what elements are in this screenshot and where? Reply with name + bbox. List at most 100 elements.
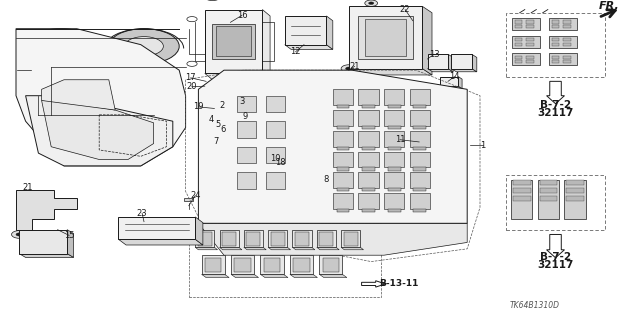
Bar — [361, 131, 368, 135]
Bar — [361, 111, 368, 114]
Polygon shape — [19, 230, 67, 254]
Bar — [371, 111, 378, 114]
Polygon shape — [349, 69, 432, 75]
Polygon shape — [237, 96, 256, 112]
FancyArrow shape — [547, 81, 564, 104]
Polygon shape — [451, 54, 472, 69]
Bar — [387, 131, 394, 135]
Text: 23: 23 — [137, 209, 147, 218]
Polygon shape — [290, 274, 317, 278]
Bar — [182, 217, 194, 219]
Polygon shape — [337, 105, 349, 108]
Text: 4: 4 — [209, 115, 214, 124]
Polygon shape — [266, 121, 285, 138]
Bar — [526, 25, 534, 28]
Bar — [566, 180, 584, 185]
Text: 13: 13 — [429, 50, 439, 59]
Bar — [515, 38, 522, 41]
Bar — [271, 150, 278, 153]
Bar — [463, 55, 469, 58]
Polygon shape — [234, 258, 251, 272]
Polygon shape — [413, 167, 426, 171]
Bar — [549, 36, 577, 48]
Polygon shape — [317, 230, 336, 247]
Polygon shape — [231, 255, 254, 274]
Bar — [526, 60, 534, 63]
Bar — [184, 198, 193, 201]
Bar — [345, 111, 352, 114]
Bar — [371, 152, 378, 155]
Text: 17: 17 — [186, 73, 196, 82]
Polygon shape — [362, 188, 375, 191]
Bar — [24, 235, 35, 241]
Polygon shape — [317, 247, 339, 250]
Polygon shape — [16, 29, 186, 166]
Polygon shape — [333, 131, 353, 147]
Polygon shape — [362, 167, 375, 171]
Polygon shape — [362, 126, 375, 129]
Polygon shape — [244, 247, 266, 250]
Bar — [268, 98, 282, 110]
Text: FR.: FR. — [598, 1, 619, 11]
Polygon shape — [422, 6, 432, 75]
Circle shape — [42, 37, 80, 56]
Bar — [526, 20, 534, 24]
Bar — [387, 173, 394, 176]
Polygon shape — [292, 230, 312, 247]
Bar — [128, 217, 140, 219]
Bar — [396, 90, 403, 93]
Polygon shape — [212, 24, 255, 59]
Text: 18: 18 — [275, 158, 285, 167]
Bar — [540, 188, 557, 193]
Bar — [412, 131, 419, 135]
Bar — [512, 36, 540, 48]
Polygon shape — [195, 230, 214, 247]
Polygon shape — [333, 172, 353, 188]
Bar — [454, 55, 460, 58]
Bar — [526, 56, 534, 59]
Bar — [112, 124, 122, 140]
Polygon shape — [388, 167, 401, 171]
Polygon shape — [323, 258, 339, 272]
Text: 16: 16 — [237, 11, 247, 20]
Text: 32117: 32117 — [538, 260, 573, 270]
Polygon shape — [410, 193, 430, 209]
Polygon shape — [337, 167, 349, 171]
Polygon shape — [384, 110, 404, 126]
Polygon shape — [271, 232, 285, 246]
FancyArrow shape — [547, 234, 564, 258]
Bar — [276, 157, 294, 166]
Circle shape — [125, 37, 163, 56]
Polygon shape — [365, 19, 406, 56]
Bar — [345, 131, 352, 135]
Bar — [361, 90, 368, 93]
Text: 19: 19 — [193, 102, 204, 111]
Polygon shape — [205, 10, 262, 73]
Bar — [335, 152, 342, 155]
Polygon shape — [198, 70, 467, 223]
Bar — [515, 43, 522, 46]
Bar — [345, 152, 352, 155]
Polygon shape — [428, 54, 448, 69]
Bar — [563, 20, 571, 24]
Bar — [269, 152, 300, 161]
Text: 32117: 32117 — [538, 108, 573, 118]
Polygon shape — [341, 247, 364, 250]
Bar — [549, 18, 577, 30]
Bar — [361, 173, 368, 176]
Polygon shape — [333, 89, 353, 105]
Polygon shape — [260, 255, 284, 274]
Polygon shape — [337, 126, 349, 129]
Bar — [291, 16, 305, 22]
Bar — [396, 131, 403, 135]
Polygon shape — [285, 45, 333, 49]
Bar — [552, 43, 559, 46]
Text: 12: 12 — [291, 47, 301, 56]
Bar — [290, 150, 297, 153]
Circle shape — [211, 107, 218, 110]
Bar — [552, 20, 559, 24]
Polygon shape — [337, 147, 349, 150]
Polygon shape — [413, 147, 426, 150]
Polygon shape — [410, 110, 430, 126]
Bar — [412, 152, 419, 155]
